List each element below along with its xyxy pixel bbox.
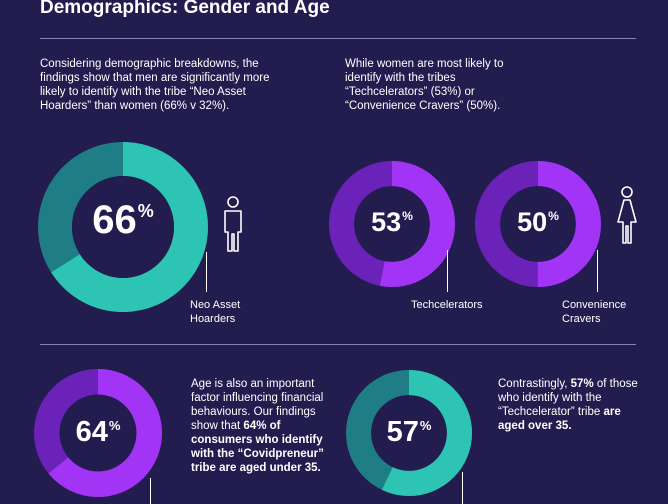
- donut-center: [371, 395, 447, 471]
- leader-line: [206, 252, 207, 292]
- age-right-text: Contrastingly, 57% of those who identify…: [498, 377, 648, 433]
- stat-number: 57: [386, 416, 419, 448]
- leader-line: [597, 250, 598, 292]
- donut-value-arc: [38, 142, 208, 312]
- donut-chart-covidpreneur: [34, 369, 162, 497]
- donut-center: [72, 176, 174, 278]
- label-convenience-cravers: Convenience Cravers: [562, 299, 627, 325]
- donut-center: [500, 186, 576, 262]
- leader-line: [447, 250, 448, 292]
- stat-number: 50: [517, 207, 548, 237]
- age-right-text-bold: 57%: [570, 378, 594, 390]
- stat-unit: %: [137, 200, 154, 221]
- stat-value-57: 57%: [346, 416, 472, 449]
- age-right-text-part: Contrastingly,: [498, 378, 571, 390]
- donut-center: [59, 394, 137, 472]
- title-divider: [40, 38, 636, 39]
- age-left-text: Age is also an important factor influenc…: [191, 377, 341, 475]
- label-techcelerators: Techcelerators: [411, 299, 483, 311]
- stat-number: 66: [92, 198, 137, 242]
- stat-number: 53: [371, 207, 402, 237]
- donut-value-arc: [346, 370, 472, 496]
- donut-chart-convenience-cravers: [475, 161, 601, 287]
- stat-value-64: 64%: [34, 416, 162, 449]
- stat-value-66: 66%: [38, 198, 208, 243]
- stat-value-53: 53%: [329, 207, 455, 238]
- donut-chart-neo-asset-hoarders: [38, 142, 208, 312]
- donut-chart-techcelerator-age: [346, 370, 472, 496]
- stat-unit: %: [402, 208, 413, 223]
- leader-line: [150, 478, 151, 504]
- label-neo-asset-hoarders: Neo Asset Hoarders: [190, 299, 241, 325]
- section-divider: [40, 344, 636, 345]
- man-icon: [224, 196, 242, 252]
- stat-unit: %: [108, 417, 121, 433]
- age-right-text-mid: of those who identify with the “Techcele…: [498, 378, 638, 418]
- age-left-text-tail: “Covidpreneur” tribe are aged under 35.: [191, 448, 324, 474]
- stat-unit: %: [419, 417, 432, 433]
- stat-number: 64: [75, 416, 108, 448]
- stat-value-50: 50%: [475, 207, 601, 238]
- age-left-text-bold: 64% of consumers who identify with the: [191, 420, 323, 460]
- donut-center: [354, 186, 430, 262]
- intro-right-text: While women are most likely to identify …: [345, 58, 504, 112]
- donut-value-arc: [329, 161, 455, 287]
- intro-left-text: Considering demographic breakdowns, the …: [40, 58, 270, 112]
- age-left-text-part: Age is also an important factor influenc…: [191, 378, 324, 432]
- leader-line: [462, 472, 463, 504]
- stat-unit: %: [548, 208, 559, 223]
- donut-value-arc: [34, 369, 162, 497]
- donut-value-arc: [475, 161, 601, 287]
- donut-chart-techcelerators: [329, 161, 455, 287]
- woman-icon: [617, 186, 637, 244]
- age-right-text-bold-tail: are aged over 35.: [498, 406, 621, 432]
- page-title: Demographics: Gender and Age: [40, 0, 330, 18]
